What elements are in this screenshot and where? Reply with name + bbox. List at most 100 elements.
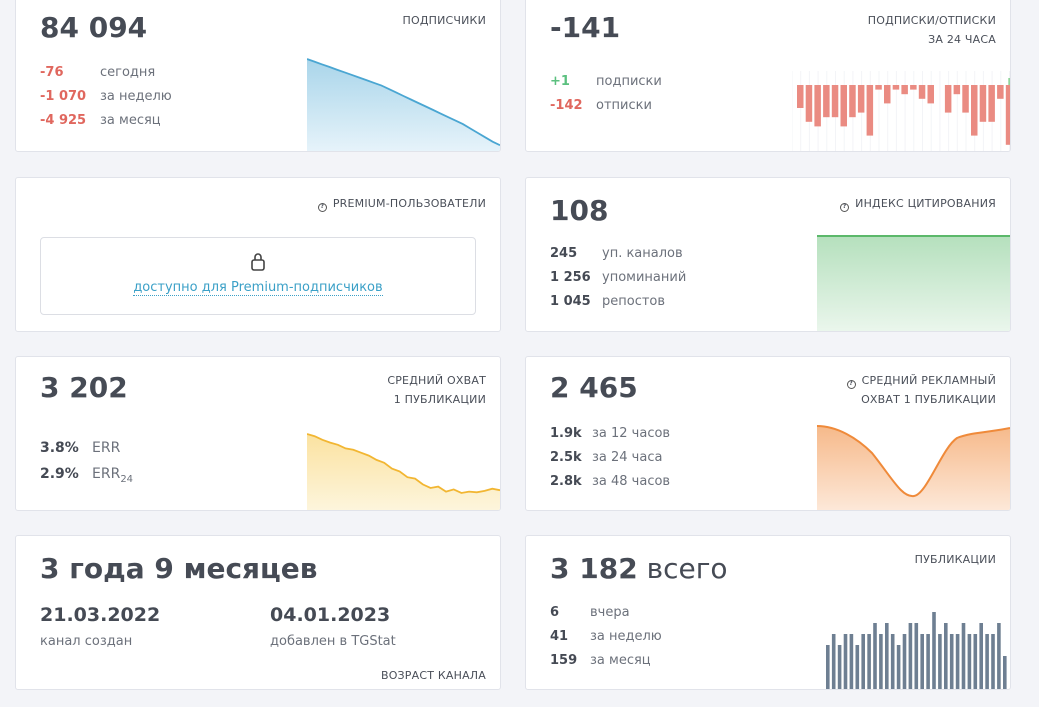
bar [944,623,948,689]
added-label: добавлен в TGStat [270,634,396,649]
bar [892,85,900,90]
bar [979,623,983,689]
bar [962,85,969,113]
bar [797,85,804,108]
bar [885,623,889,689]
lock-icon [251,253,265,271]
bar [873,623,877,689]
bar [1003,656,1007,689]
reach-trend-chart [307,433,500,510]
subscribers-card[interactable]: 84 094 подписчики -76 сегодня -1 070 за не… [15,0,501,152]
bar [857,85,865,113]
bar [814,85,821,127]
bar [991,634,995,689]
bar [823,85,830,118]
stat-row: 245 уп. каналов [550,246,683,261]
subscribers-count: 84 094 [40,11,148,44]
posts-card[interactable]: 3 182 всего публикации 6 вчера 41 за недел… [525,535,1011,690]
stat-row: 1.9k за 12 часов [550,426,671,441]
bar [914,623,919,689]
citation-card[interactable]: 108 ? индекс цитирования 245 уп. каналов 1… [525,177,1011,332]
bar [840,85,847,127]
posts-bar-chart [826,612,1007,689]
trend-line [307,433,500,494]
bar [831,634,836,689]
bar [979,85,987,122]
bar [961,623,966,689]
created-label: канал создан [40,634,133,649]
info-icon[interactable]: ? [840,203,850,212]
channel-age-card: 3 года 9 месяцев 21.03.2022 канал создан… [15,535,501,690]
bar [831,85,839,118]
bar [926,634,930,689]
posts-total: 3 182 [550,552,638,585]
posts-label: публикации [914,553,996,566]
trend-area [307,434,500,510]
trend-line [307,58,500,147]
reach-card[interactable]: 3 202 средний охват 1 публикации 3.8% ERR … [15,356,501,511]
subs-unsubs-label: подписки/отписки за 24 часа [867,14,996,46]
bar [997,623,1001,689]
info-icon[interactable]: ? [317,203,327,212]
citation-index: 108 [550,194,609,227]
bar [908,623,913,689]
stat-row: 6 вчера [550,605,630,620]
bar [938,634,942,689]
net-change: -141 [550,11,621,44]
ad-reach-trend-chart [817,425,1010,510]
stat-row: -142 отписки [550,98,652,113]
stat-row: 41 за неделю [550,629,662,644]
bar [953,85,961,95]
bar [849,85,856,118]
err24-row: 2.9% ERR24 [40,466,134,485]
stat-row: -1 070 за неделю [40,89,172,104]
avg-reach: 3 202 [40,371,128,404]
bar [843,634,848,689]
bar [910,85,917,90]
channel-age: 3 года 9 месяцев [40,552,318,585]
bar [932,612,936,689]
bar [971,85,978,136]
stat-row: 159 за месяц [550,653,651,668]
added-date: 04.01.2023 [270,604,391,626]
subscribers-trend-chart [307,58,500,151]
ad-reach-card[interactable]: 2 465 ? средний рекламный охват 1 публикац… [525,356,1011,511]
bar [890,634,895,689]
bar [849,634,854,689]
bar [918,85,926,99]
premium-card: ? premium-пользователи доступно для Premi… [15,177,501,332]
age-label: возраст канала [380,669,486,682]
subs-unsubs-bar-chart [792,71,1010,151]
bar [967,634,972,689]
posts-suffix: всего [646,552,728,585]
bar [949,634,954,689]
bar [901,85,908,95]
trend-area [307,59,500,151]
info-icon[interactable]: ? [846,380,856,389]
bar [884,85,891,104]
bar [1005,85,1010,145]
ad-reach-value: 2 465 [550,371,638,404]
bar [879,634,883,689]
bar [826,645,830,689]
bar [920,634,924,689]
bar [861,634,865,689]
stat-row: 1 045 репостов [550,294,666,309]
subscribers-label: подписчики [402,14,486,27]
citation-trend-chart [817,235,1010,331]
bar [866,85,874,136]
bar [927,85,934,104]
stat-row: 2.8k за 48 часов [550,474,671,489]
bar [867,634,871,689]
stat-row: 1 256 упоминаний [550,270,687,285]
err-row: 3.8% ERR [40,440,121,456]
bar [837,645,842,689]
premium-link[interactable]: доступно для Premium-подписчиков [133,280,383,296]
bar [855,645,860,689]
bar [985,634,989,689]
stat-row: 2.5k за 24 часа [550,450,663,465]
bar [997,85,1004,99]
bar [896,645,901,689]
citation-label: индекс цитирования [855,197,996,210]
subs-unsubs-card[interactable]: -141 подписки/отписки за 24 часа +1 подпис… [525,0,1011,152]
